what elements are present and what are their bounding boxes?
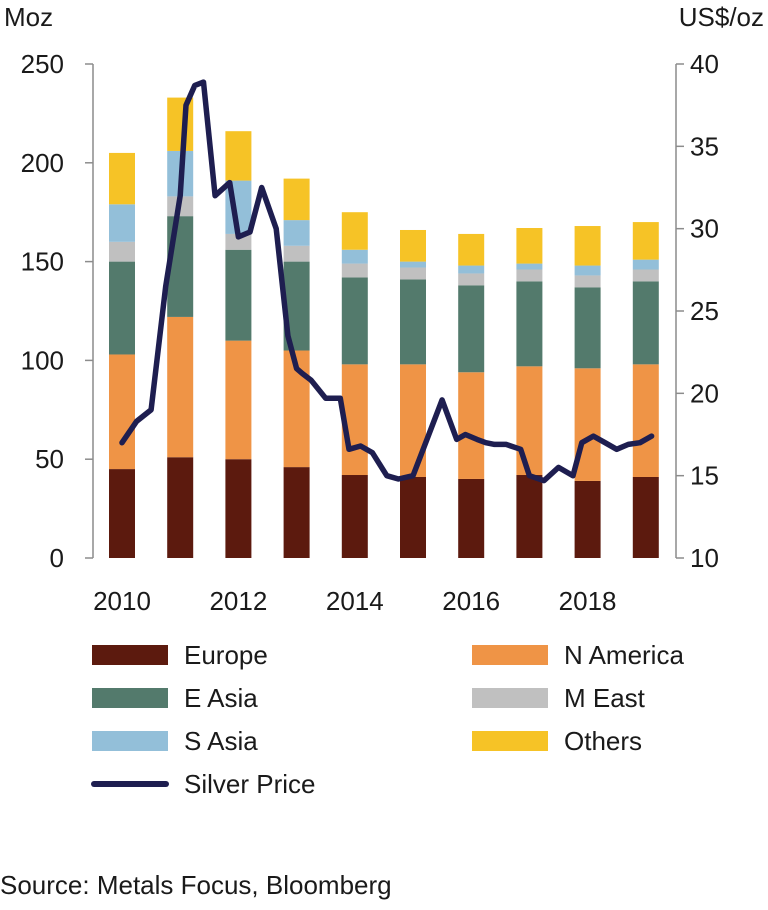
legend-label-m-east: M East (564, 683, 646, 713)
bar-e-asia-2014 (341, 277, 368, 365)
left-tick-label: 250 (21, 49, 64, 79)
right-tick-label: 20 (690, 378, 719, 408)
left-axis-label: Moz (4, 2, 53, 32)
bar-s-asia-2019 (632, 259, 659, 270)
right-tick-label: 10 (690, 543, 719, 573)
legend-swatch-europe (92, 645, 168, 665)
bar-others-2019 (632, 222, 659, 260)
bar-s-asia-2010 (109, 204, 135, 242)
bar-s-asia-2018 (574, 265, 601, 276)
x-tick-label: 2012 (209, 586, 267, 616)
bar-e-asia-2010 (109, 261, 135, 355)
bar-m-east-2013 (283, 245, 310, 262)
legend-swatch-others (472, 731, 548, 751)
x-tick-label: 2018 (559, 586, 617, 616)
right-tick-label: 30 (690, 214, 719, 244)
bar-europe-2011 (167, 457, 194, 558)
bar-e-asia-2018 (574, 287, 601, 369)
source-note: Source: Metals Focus, Bloomberg (0, 870, 392, 900)
bar-s-asia-2013 (283, 220, 310, 246)
left-tick-label: 150 (21, 247, 64, 277)
legend-label-e-asia: E Asia (184, 683, 258, 713)
chart: 0 50 100 150 200 250 Moz 10 15 20 25 30 35 40 US$/oz 20… (4, 2, 764, 799)
right-tick-label: 15 (690, 461, 719, 491)
bar-europe-2012 (225, 459, 252, 558)
bar-n-america-2011 (167, 316, 194, 458)
bar-m-east-2017 (516, 269, 543, 282)
bar-m-east-2018 (574, 275, 601, 288)
bar-e-asia-2017 (516, 281, 543, 367)
bar-m-east-2019 (632, 269, 659, 282)
bar-others-2018 (574, 226, 601, 266)
silver-price-line (119, 79, 655, 484)
legend-swatch-e-asia (92, 688, 168, 708)
legend-label-s-asia: S Asia (184, 726, 258, 756)
bar-n-america-2016 (458, 372, 485, 479)
legend: Europe N America E Asia M East S Asia Others S… (91, 640, 684, 799)
bar-others-2013 (283, 178, 310, 221)
bar-m-east-2016 (458, 273, 485, 286)
bar-n-america-2015 (400, 364, 426, 477)
silver-price-polyline (119, 79, 655, 484)
legend-label-silver-price: Silver Price (184, 769, 315, 799)
left-tick-label: 100 (21, 345, 64, 375)
left-tick-label: 50 (35, 444, 64, 474)
right-axis-label: US$/oz (679, 2, 764, 32)
bar-n-america-2012 (225, 340, 252, 460)
bar-e-asia-2019 (632, 281, 659, 365)
bars (109, 97, 659, 558)
bar-others-2012 (225, 131, 252, 181)
bar-others-2010 (109, 152, 135, 205)
bar-europe-2014 (341, 475, 368, 558)
x-tick-label: 2010 (93, 586, 151, 616)
right-tick-label: 25 (690, 296, 719, 326)
right-tick-label: 40 (690, 49, 719, 79)
bar-n-america-2010 (109, 354, 135, 470)
bar-europe-2010 (109, 469, 135, 558)
bar-europe-2013 (283, 467, 310, 558)
bar-europe-2017 (516, 475, 543, 558)
bar-s-asia-2016 (458, 265, 485, 274)
bar-m-east-2010 (109, 241, 135, 262)
bar-europe-2018 (574, 480, 601, 558)
bar-e-asia-2015 (400, 279, 426, 365)
bar-others-2014 (341, 212, 368, 250)
bar-e-asia-2016 (458, 285, 485, 373)
x-tick-label: 2014 (326, 586, 384, 616)
axes: 0 50 100 150 200 250 Moz 10 15 20 25 30 35 40 US$/oz 20… (4, 2, 764, 616)
bar-e-asia-2012 (225, 249, 252, 341)
bar-europe-2016 (458, 478, 485, 558)
left-tick-label: 200 (21, 148, 64, 178)
legend-label-europe: Europe (184, 640, 268, 670)
legend-label-n-america: N America (564, 640, 684, 670)
legend-swatch-m-east (472, 688, 548, 708)
legend-swatch-s-asia (92, 731, 168, 751)
x-tick-label: 2016 (442, 586, 500, 616)
bar-m-east-2015 (400, 267, 426, 280)
bar-europe-2019 (632, 476, 659, 558)
legend-label-others: Others (564, 726, 642, 756)
bar-europe-2015 (400, 476, 426, 558)
legend-swatch-n-america (472, 645, 548, 665)
left-tick-label: 0 (50, 543, 64, 573)
bar-s-asia-2017 (516, 263, 543, 270)
bar-others-2016 (458, 233, 485, 266)
bar-m-east-2012 (225, 233, 252, 250)
bar-s-asia-2015 (400, 261, 426, 268)
bar-s-asia-2014 (341, 249, 368, 264)
bar-others-2017 (516, 228, 543, 264)
right-tick-label: 35 (690, 131, 719, 161)
bar-others-2011 (167, 97, 194, 151)
bar-others-2015 (400, 229, 426, 262)
bar-m-east-2014 (341, 263, 368, 278)
bar-n-america-2017 (516, 366, 543, 476)
bar-n-america-2019 (632, 364, 659, 477)
